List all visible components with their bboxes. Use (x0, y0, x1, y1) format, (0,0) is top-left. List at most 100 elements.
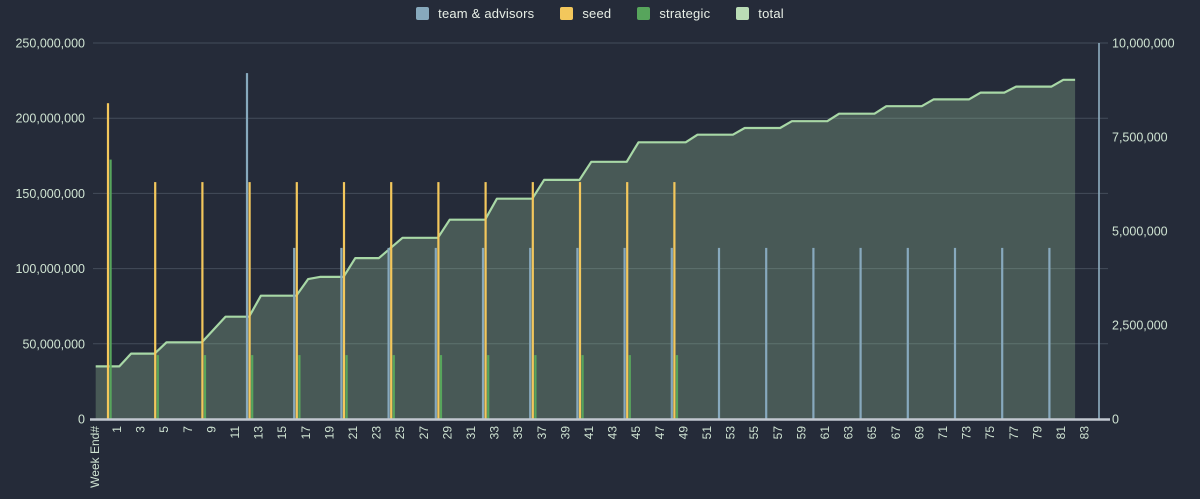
seed-bar (106, 103, 110, 419)
right-axis-tick-label: 7,500,000 (1112, 131, 1168, 145)
x-axis-tick-label: 39 (558, 426, 572, 440)
x-axis-tick-label: 83 (1078, 426, 1092, 440)
team-advisors-bar (859, 247, 862, 419)
left-axis-tick-label: 100,000,000 (15, 262, 85, 276)
x-axis-tick-label: 45 (629, 426, 643, 440)
legend-swatch (736, 6, 750, 20)
strategic-bar (298, 355, 301, 419)
team-advisors-bar (293, 247, 296, 419)
strategic-bar (392, 355, 395, 419)
x-axis-tick-label: 41 (582, 426, 596, 440)
seed-bar (154, 182, 157, 419)
legend-item-seed[interactable]: seed (560, 6, 611, 21)
x-axis-tick-label: 49 (676, 426, 690, 440)
left-axis-tick-label: 250,000,000 (15, 37, 85, 51)
x-axis-tick-label: 61 (818, 426, 832, 440)
legend-swatch (416, 6, 430, 20)
strategic-bar (581, 355, 584, 419)
seed-bar (484, 182, 487, 419)
x-axis-tick-label: 7 (181, 426, 195, 433)
x-axis-tick-label: 63 (842, 426, 856, 440)
strategic-bar (534, 355, 537, 419)
seed-bar (248, 182, 251, 419)
seed-bar (437, 182, 440, 419)
strategic-bar (203, 355, 207, 419)
chart-legend: team & advisors seed strategic total (0, 0, 1200, 26)
right-axis-tick-label: 2,500,000 (1112, 319, 1168, 333)
x-axis-tick-label: 27 (417, 426, 431, 440)
x-axis-tick-label: 67 (889, 426, 903, 440)
legend-item-strategic[interactable]: strategic (637, 6, 710, 21)
x-axis-tick-label: 69 (912, 426, 926, 440)
x-axis-tick-label: 23 (370, 426, 384, 440)
legend-item-total[interactable]: total (736, 6, 784, 21)
team-advisors-bar (576, 247, 579, 419)
team-advisors-bar (906, 247, 909, 419)
legend-label: strategic (659, 5, 711, 21)
strategic-bar (251, 355, 254, 419)
x-axis-tick-label: 17 (299, 426, 313, 440)
seed-bar (295, 182, 298, 419)
left-axis-tick-label: 150,000,000 (15, 187, 85, 201)
legend-swatch (560, 6, 574, 20)
x-axis-tick-label: 51 (700, 426, 714, 440)
x-axis-tick-label: 3 (134, 426, 148, 433)
x-axis-tick-label: 35 (511, 426, 525, 440)
team-advisors-bar (245, 73, 249, 419)
x-axis-tick-label: 57 (771, 426, 785, 440)
total-area-line (95, 78, 1076, 368)
team-advisors-bar (670, 247, 673, 419)
right-axis-tick-label: 0 (1112, 413, 1119, 427)
strategic-bar (345, 355, 348, 419)
x-axis-tick-label: 71 (936, 426, 950, 440)
team-advisors-bar (717, 247, 721, 419)
seed-bar (390, 182, 393, 419)
team-advisors-bar (765, 247, 768, 419)
x-axis-title: Week End# (88, 426, 102, 488)
strategic-bar (156, 355, 159, 419)
left-axis-tick-label: 0 (78, 413, 85, 427)
x-axis-tick-label: 19 (322, 426, 336, 440)
left-axis-tick-label: 50,000,000 (22, 337, 85, 351)
seed-bar (342, 182, 346, 419)
x-axis-tick-label: 1 (110, 426, 124, 433)
seed-bar (673, 182, 676, 419)
x-axis-tick-label: 29 (440, 426, 454, 440)
x-axis-tick-label: 43 (606, 426, 620, 440)
x-axis-tick-label: 15 (275, 426, 289, 440)
legend-label: seed (582, 5, 612, 21)
x-axis-tick-label: 5 (157, 426, 171, 433)
strategic-bar (675, 355, 679, 419)
team-advisors-bar (1001, 247, 1004, 419)
total-area-fill (95, 79, 1076, 420)
team-advisors-bar (623, 247, 626, 419)
x-axis-tick-label: 31 (464, 426, 478, 440)
x-axis-tick-label: 33 (488, 426, 502, 440)
x-axis-tick-label: 25 (393, 426, 407, 440)
strategic-bar (628, 355, 631, 419)
seed-bar (626, 182, 629, 419)
legend-swatch (637, 6, 651, 20)
strategic-bar (487, 355, 490, 419)
x-axis-tick-label: 53 (724, 426, 738, 440)
strategic-bar (109, 159, 112, 419)
x-axis-tick-label: 11 (228, 426, 242, 439)
x-axis-tick-label: 59 (794, 426, 808, 440)
x-axis-tick-label: 13 (252, 426, 266, 440)
legend-label: total (758, 5, 784, 21)
x-axis-tick-label: 65 (865, 426, 879, 440)
team-advisors-bar (387, 247, 390, 419)
team-advisors-bar (1048, 247, 1051, 419)
x-axis-tick-label: 21 (346, 426, 360, 440)
seed-bar (531, 182, 534, 419)
team-advisors-bar (529, 247, 532, 419)
left-axis-tick-label: 200,000,000 (15, 112, 85, 126)
team-advisors-bar (340, 247, 343, 419)
legend-item-team-advisors[interactable]: team & advisors (416, 6, 534, 21)
team-advisors-bar (953, 247, 957, 419)
legend-label: team & advisors (438, 5, 535, 21)
x-axis-tick-label: 55 (747, 426, 761, 440)
x-axis-tick-label: 75 (983, 426, 997, 440)
